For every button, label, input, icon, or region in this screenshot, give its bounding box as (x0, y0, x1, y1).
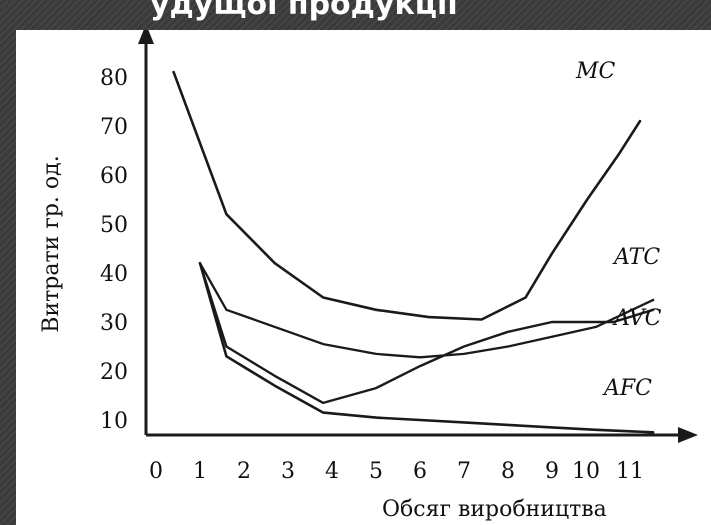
series-label-atc: ATC (612, 245, 660, 270)
x-tick-label: 7 (457, 459, 471, 484)
slide-caption: удущої продукції (150, 0, 458, 22)
series-label-mc: MC (575, 59, 616, 84)
x-tick-label: 11 (616, 459, 644, 484)
series-label-afc: AFC (602, 376, 652, 401)
x-tick-label: 2 (237, 459, 251, 484)
x-tick-label: 5 (369, 459, 383, 484)
y-axis-title: Витрати гр. од. (39, 155, 64, 332)
x-axis-arrow-icon (678, 427, 698, 443)
y-tick-label: 50 (100, 213, 128, 238)
curves (172, 70, 655, 434)
y-tick-label: 30 (100, 311, 128, 336)
x-tick-label: 4 (325, 459, 339, 484)
y-tick-label: 70 (100, 115, 128, 140)
x-tick-label: 3 (281, 459, 295, 484)
series-labels: MC ATC AVC AFC (575, 59, 662, 401)
series-label-avc: AVC (612, 306, 662, 331)
y-tick-label: 20 (100, 360, 128, 385)
x-tick-label: 0 (149, 459, 163, 484)
x-tick-label: 1 (193, 459, 207, 484)
y-ticks: 10 20 30 40 50 60 70 80 (100, 66, 128, 434)
chart-panel: 10 20 30 40 50 60 70 80 0 1 2 3 4 5 6 7 8 9 10 11 MC ATC AVC… (16, 30, 711, 525)
y-axis-arrow-icon (138, 30, 154, 44)
x-axis-title: Обсяг виробництва (382, 497, 607, 522)
y-tick-label: 10 (100, 409, 128, 434)
x-tick-label: 6 (413, 459, 427, 484)
curve-avc-line (198, 261, 655, 405)
y-tick-label: 40 (100, 262, 128, 287)
y-tick-label: 60 (100, 164, 128, 189)
x-tick-label: 8 (501, 459, 515, 484)
y-tick-label: 80 (100, 66, 128, 91)
x-ticks: 0 1 2 3 4 5 6 7 8 9 10 11 (149, 459, 644, 484)
x-tick-label: 10 (572, 459, 600, 484)
cost-curves-chart: 10 20 30 40 50 60 70 80 0 1 2 3 4 5 6 7 8 9 10 11 MC ATC AVC… (39, 30, 698, 522)
axes (138, 30, 698, 443)
curve-afc-line (198, 261, 655, 434)
x-tick-label: 9 (545, 459, 559, 484)
curve-mc-line (172, 70, 642, 321)
curve-atc-line (198, 262, 655, 359)
